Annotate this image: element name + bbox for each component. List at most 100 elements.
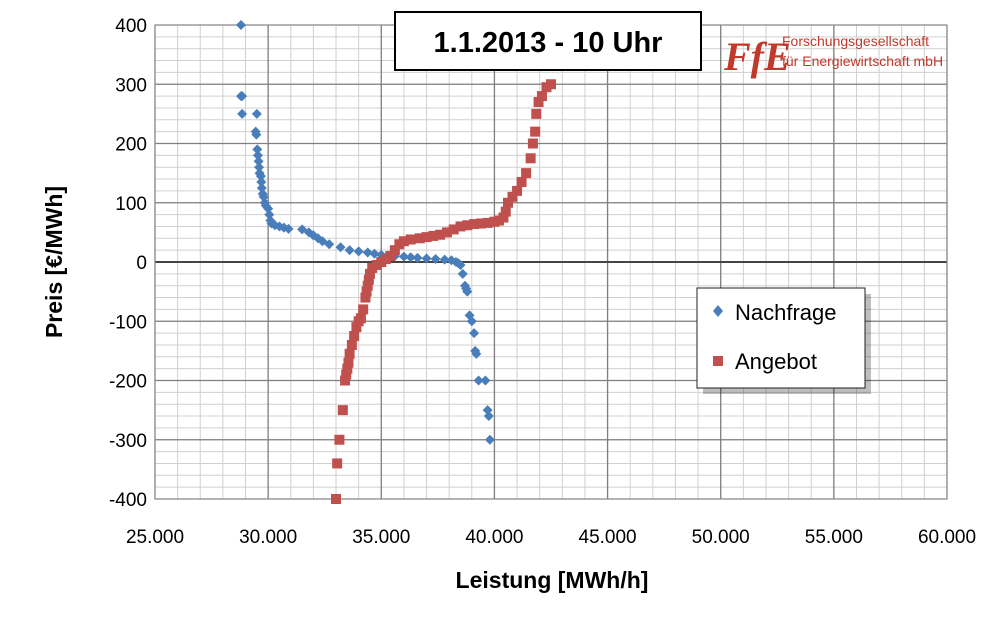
data-point-nachfrage [237,91,248,102]
data-point-angebot [533,97,544,108]
data-point-nachfrage [353,246,364,257]
data-point-angebot [331,494,342,504]
data-point-angebot [363,274,374,285]
legend-marker-diamond [713,305,723,317]
x-tick-label: 35.000 [352,527,410,548]
data-point-angebot [389,245,400,256]
data-point-nachfrage [439,254,450,265]
data-point-angebot [530,126,541,137]
data-point-nachfrage [255,171,266,182]
logo-line-2: für Energiewirtschaft mbH [782,53,943,69]
data-point-nachfrage [251,108,262,119]
data-point-nachfrage [283,223,294,234]
logo-mark: FfE [723,34,791,79]
data-point-nachfrage [480,375,491,386]
data-point-angebot [462,220,473,231]
data-point-angebot [441,227,452,238]
data-point-nachfrage [457,268,468,279]
data-point-angebot [344,348,355,359]
data-point-angebot [342,363,353,374]
x-axis-title: Leistung [MWh/h] [456,567,649,593]
data-point-angebot [355,313,366,324]
data-point-angebot [351,322,362,333]
data-point-nachfrage [462,286,473,297]
data-point-angebot [340,375,351,386]
data-point-angebot [503,197,514,208]
data-point-nachfrage [484,434,495,445]
data-point-angebot [364,268,375,279]
data-point-angebot [475,218,486,229]
data-point-nachfrage [251,129,262,140]
data-point-nachfrage [237,108,248,119]
data-point-nachfrage [421,253,432,264]
y-tick-label: 300 [115,75,147,96]
data-point-nachfrage [398,251,409,262]
y-tick-label: 200 [115,135,147,156]
data-point-nachfrage [483,411,494,422]
data-point-nachfrage [412,252,423,263]
data-point-nachfrage [252,144,263,155]
legend-label-nachfrage: Nachfrage [735,300,837,325]
data-point-angebot [343,357,354,368]
data-point-nachfrage [344,245,355,256]
data-point-angebot [398,236,409,247]
data-point-angebot [414,233,425,244]
data-point-nachfrage [471,348,482,359]
x-tick-label: 25.000 [126,527,184,548]
data-point-angebot [531,108,542,119]
data-point-angebot [435,229,446,240]
data-point-angebot [337,405,348,416]
data-point-angebot [521,168,532,179]
data-point-angebot [346,339,357,350]
data-point-angebot [516,177,527,188]
data-point-angebot [349,331,360,342]
data-point-nachfrage [256,177,267,188]
data-point-angebot [428,230,439,241]
data-point-angebot [455,221,466,232]
y-tick-label: -300 [109,431,147,452]
data-point-nachfrage [469,328,480,339]
data-point-angebot [512,185,523,196]
y-tick-label: 0 [136,253,147,274]
x-tick-label: 60.000 [918,527,976,548]
data-point-angebot [358,304,369,315]
data-point-angebot [341,369,352,380]
data-point-angebot [498,212,509,223]
data-point-angebot [334,434,345,445]
x-tick-label: 30.000 [239,527,297,548]
data-point-angebot [469,219,480,230]
data-point-angebot [405,234,416,245]
data-point-angebot [332,458,343,469]
data-point-nachfrage [253,156,264,167]
data-point-angebot [360,292,371,303]
data-point-angebot [536,91,547,102]
legend-marker-square [713,356,723,366]
chart-title: 1.1.2013 - 10 Uhr [434,27,663,59]
legend-item-nachfrage: Nachfrage [713,300,837,325]
data-point-angebot [482,217,493,228]
data-point-nachfrage [324,239,335,250]
data-point-angebot [362,280,373,291]
data-point-nachfrage [252,150,263,161]
data-point-nachfrage [466,316,477,327]
legend: Nachfrage Angebot [696,287,871,394]
y-tick-label: -100 [109,312,147,333]
data-point-angebot [448,224,459,235]
data-point-angebot [385,251,396,262]
x-tick-label: 40.000 [465,527,523,548]
y-tick-label: -200 [109,372,147,393]
data-point-angebot [500,206,511,217]
ffe-logo: FfE Forschungsgesellschaft für Energiewi… [723,33,943,79]
title-box: 1.1.2013 - 10 Uhr [394,11,702,71]
data-point-nachfrage [235,20,246,30]
x-tick-label: 50.000 [692,527,750,548]
data-point-nachfrage [455,259,466,270]
y-tick-labels: -400 -300 -200 -100 0 100 200 300 400 [109,16,147,511]
data-points [235,20,556,504]
data-point-angebot [361,286,372,297]
logo-line-1: Forschungsgesellschaft [782,33,929,49]
y-tick-label: -400 [109,490,147,511]
data-point-nachfrage [405,252,416,263]
data-point-nachfrage [362,247,373,258]
